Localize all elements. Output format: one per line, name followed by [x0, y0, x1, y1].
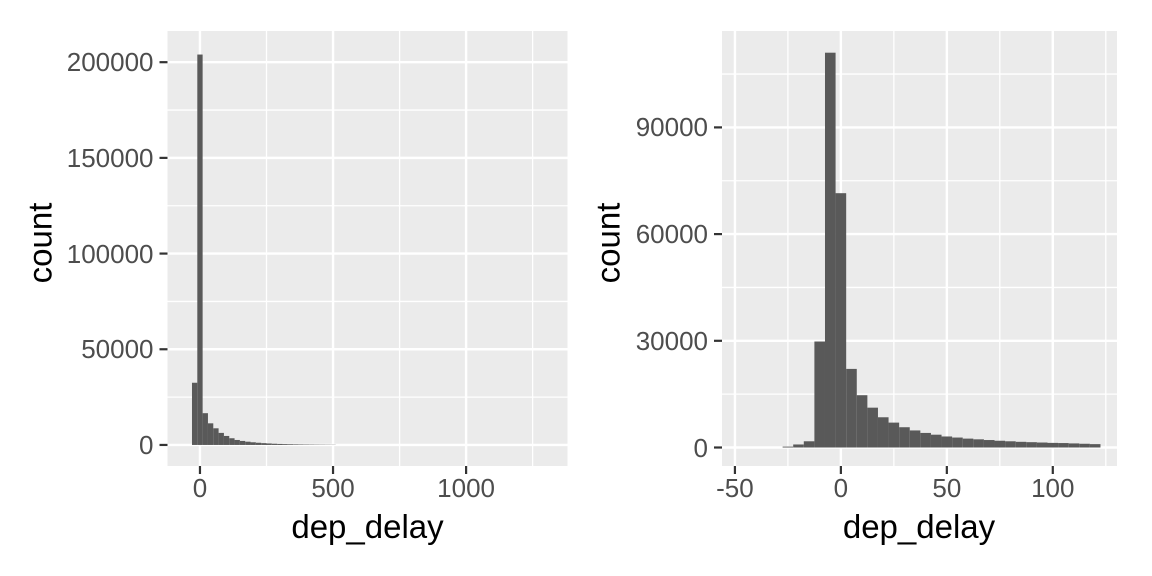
- histogram-bar: [1015, 441, 1027, 448]
- x-tick-label: 1000: [437, 473, 496, 503]
- x-tick-label: 500: [311, 473, 355, 503]
- histogram-bar: [282, 444, 288, 445]
- histogram-bar: [941, 436, 953, 448]
- histogram-bar: [250, 442, 256, 445]
- histogram-bar: [277, 443, 283, 445]
- x-tick-label: -50: [716, 473, 754, 503]
- histogram-bar: [867, 407, 878, 448]
- histogram-bar: [962, 438, 974, 448]
- histogram-bar: [191, 382, 198, 445]
- histogram-bar: [293, 444, 299, 445]
- histogram-bar: [213, 428, 219, 445]
- histogram-bar: [239, 440, 246, 445]
- histogram-bar: [920, 432, 931, 448]
- histogram-bar: [952, 437, 963, 448]
- histogram-bar: [782, 446, 794, 448]
- y-tick-label: 150000: [66, 142, 154, 173]
- histogram-bar: [877, 417, 889, 448]
- histogram-bar: [1068, 443, 1080, 448]
- histogram-bar: [888, 422, 900, 448]
- histogram-bar: [803, 441, 815, 448]
- histogram-bar: [1079, 443, 1090, 448]
- histogram-bar: [930, 434, 942, 448]
- y-tick-label: 90000: [635, 112, 708, 143]
- histogram-bar: [1026, 442, 1037, 448]
- y-tick-label: 50000: [81, 334, 154, 365]
- histogram-bar: [814, 341, 825, 448]
- histogram-bar: [207, 423, 214, 445]
- histogram-bar: [835, 193, 847, 448]
- histogram-bar: [229, 438, 235, 445]
- histogram-bar: [202, 413, 208, 445]
- x-axis-title-right-panel: dep_delay: [842, 508, 996, 545]
- histogram-bar: [261, 443, 267, 445]
- histogram-bar: [245, 441, 251, 445]
- histogram-bar: [909, 430, 921, 448]
- y-tick-label: 200000: [66, 47, 154, 78]
- histogram-bar: [287, 444, 294, 445]
- histogram-bar: [223, 435, 230, 445]
- histogram-bar: [218, 432, 224, 445]
- histogram-bar: [1089, 444, 1101, 448]
- histogram-bar: [1036, 442, 1048, 448]
- x-tick-label: 0: [192, 473, 208, 503]
- panel-background: [167, 31, 568, 466]
- y-tick-label: 30000: [635, 325, 708, 356]
- histogram-bar: [266, 443, 272, 445]
- y-tick-label: 100000: [66, 238, 154, 269]
- y-tick-label: 60000: [635, 219, 708, 250]
- histogram-bar: [846, 368, 857, 448]
- histogram-bar: [271, 443, 278, 445]
- x-tick-label: 100: [1031, 473, 1075, 503]
- histogram-bar: [983, 440, 995, 448]
- histogram-bar: [1005, 441, 1016, 448]
- histogram-bar: [197, 54, 203, 445]
- histogram-bar: [1047, 442, 1059, 448]
- y-tick-label: 0: [139, 429, 154, 460]
- y-tick-label: 0: [693, 432, 708, 463]
- histogram-bar: [824, 52, 836, 448]
- histogram-bar: [255, 442, 262, 445]
- histogram-bar: [994, 440, 1006, 448]
- histogram-bar: [234, 439, 240, 445]
- histogram-bar: [973, 439, 984, 448]
- panel-background: [722, 31, 1117, 466]
- x-tick-label: 50: [932, 473, 962, 503]
- histogram-bar: [856, 395, 868, 448]
- x-tick-label: 0: [833, 473, 849, 503]
- histogram-bar: [1058, 443, 1069, 448]
- histogram-bar: [793, 444, 804, 448]
- x-axis-title-left-panel: dep_delay: [291, 508, 444, 545]
- histogram-bar: [899, 427, 910, 448]
